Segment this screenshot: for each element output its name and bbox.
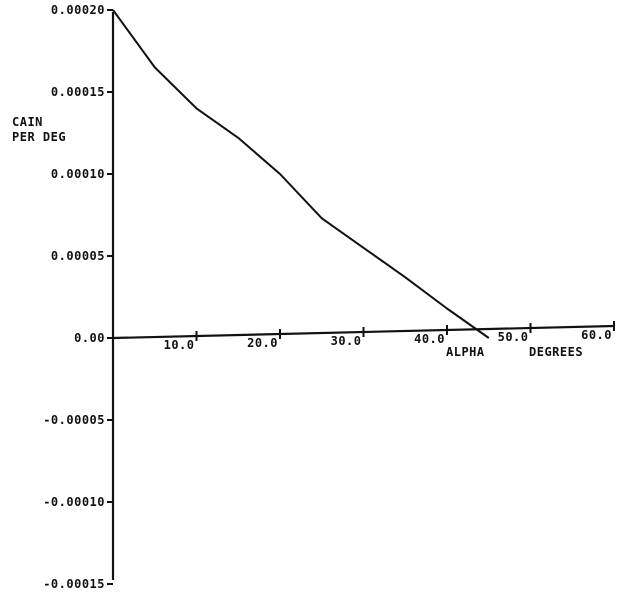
x-tick-label: 10.0 [164, 338, 195, 352]
y-tick-label: 0.00020 [51, 3, 105, 17]
x-tick-label: 50.0 [498, 330, 529, 344]
series-line [112, 9, 490, 339]
y-tick-label: 0.00015 [51, 85, 105, 99]
chart-series [112, 9, 490, 339]
y-tick-label: 0.00010 [51, 167, 105, 181]
y-tick-label: 0.00005 [51, 249, 105, 263]
y-tick-label: -0.00010 [43, 495, 105, 509]
x-axis-label-line2: DEGREES [529, 345, 583, 359]
x-tick-label: 60.0 [581, 328, 612, 342]
y-tick-label: -0.00015 [43, 577, 105, 591]
x-tick-label: 40.0 [414, 332, 445, 346]
y-tick-label: 0.00 [74, 331, 105, 345]
y-axis-ticks: 0.00020 0.00015 0.00010 0.00005 0.00 -0.00005… [43, 3, 113, 591]
x-axis-label-line1: ALPHA [446, 345, 485, 359]
chart-axes [111, 12, 615, 580]
x-tick-label: 30.0 [331, 334, 362, 348]
x-axis-ticks: 10.0 20.0 30.0 40.0 50.0 60.0 [164, 321, 615, 352]
y-axis-label-line2: PER DEG [12, 130, 66, 144]
x-tick-label: 20.0 [247, 336, 278, 350]
y-tick-label: -0.00005 [43, 413, 105, 427]
y-axis-label-line1: CAIN [12, 115, 43, 129]
